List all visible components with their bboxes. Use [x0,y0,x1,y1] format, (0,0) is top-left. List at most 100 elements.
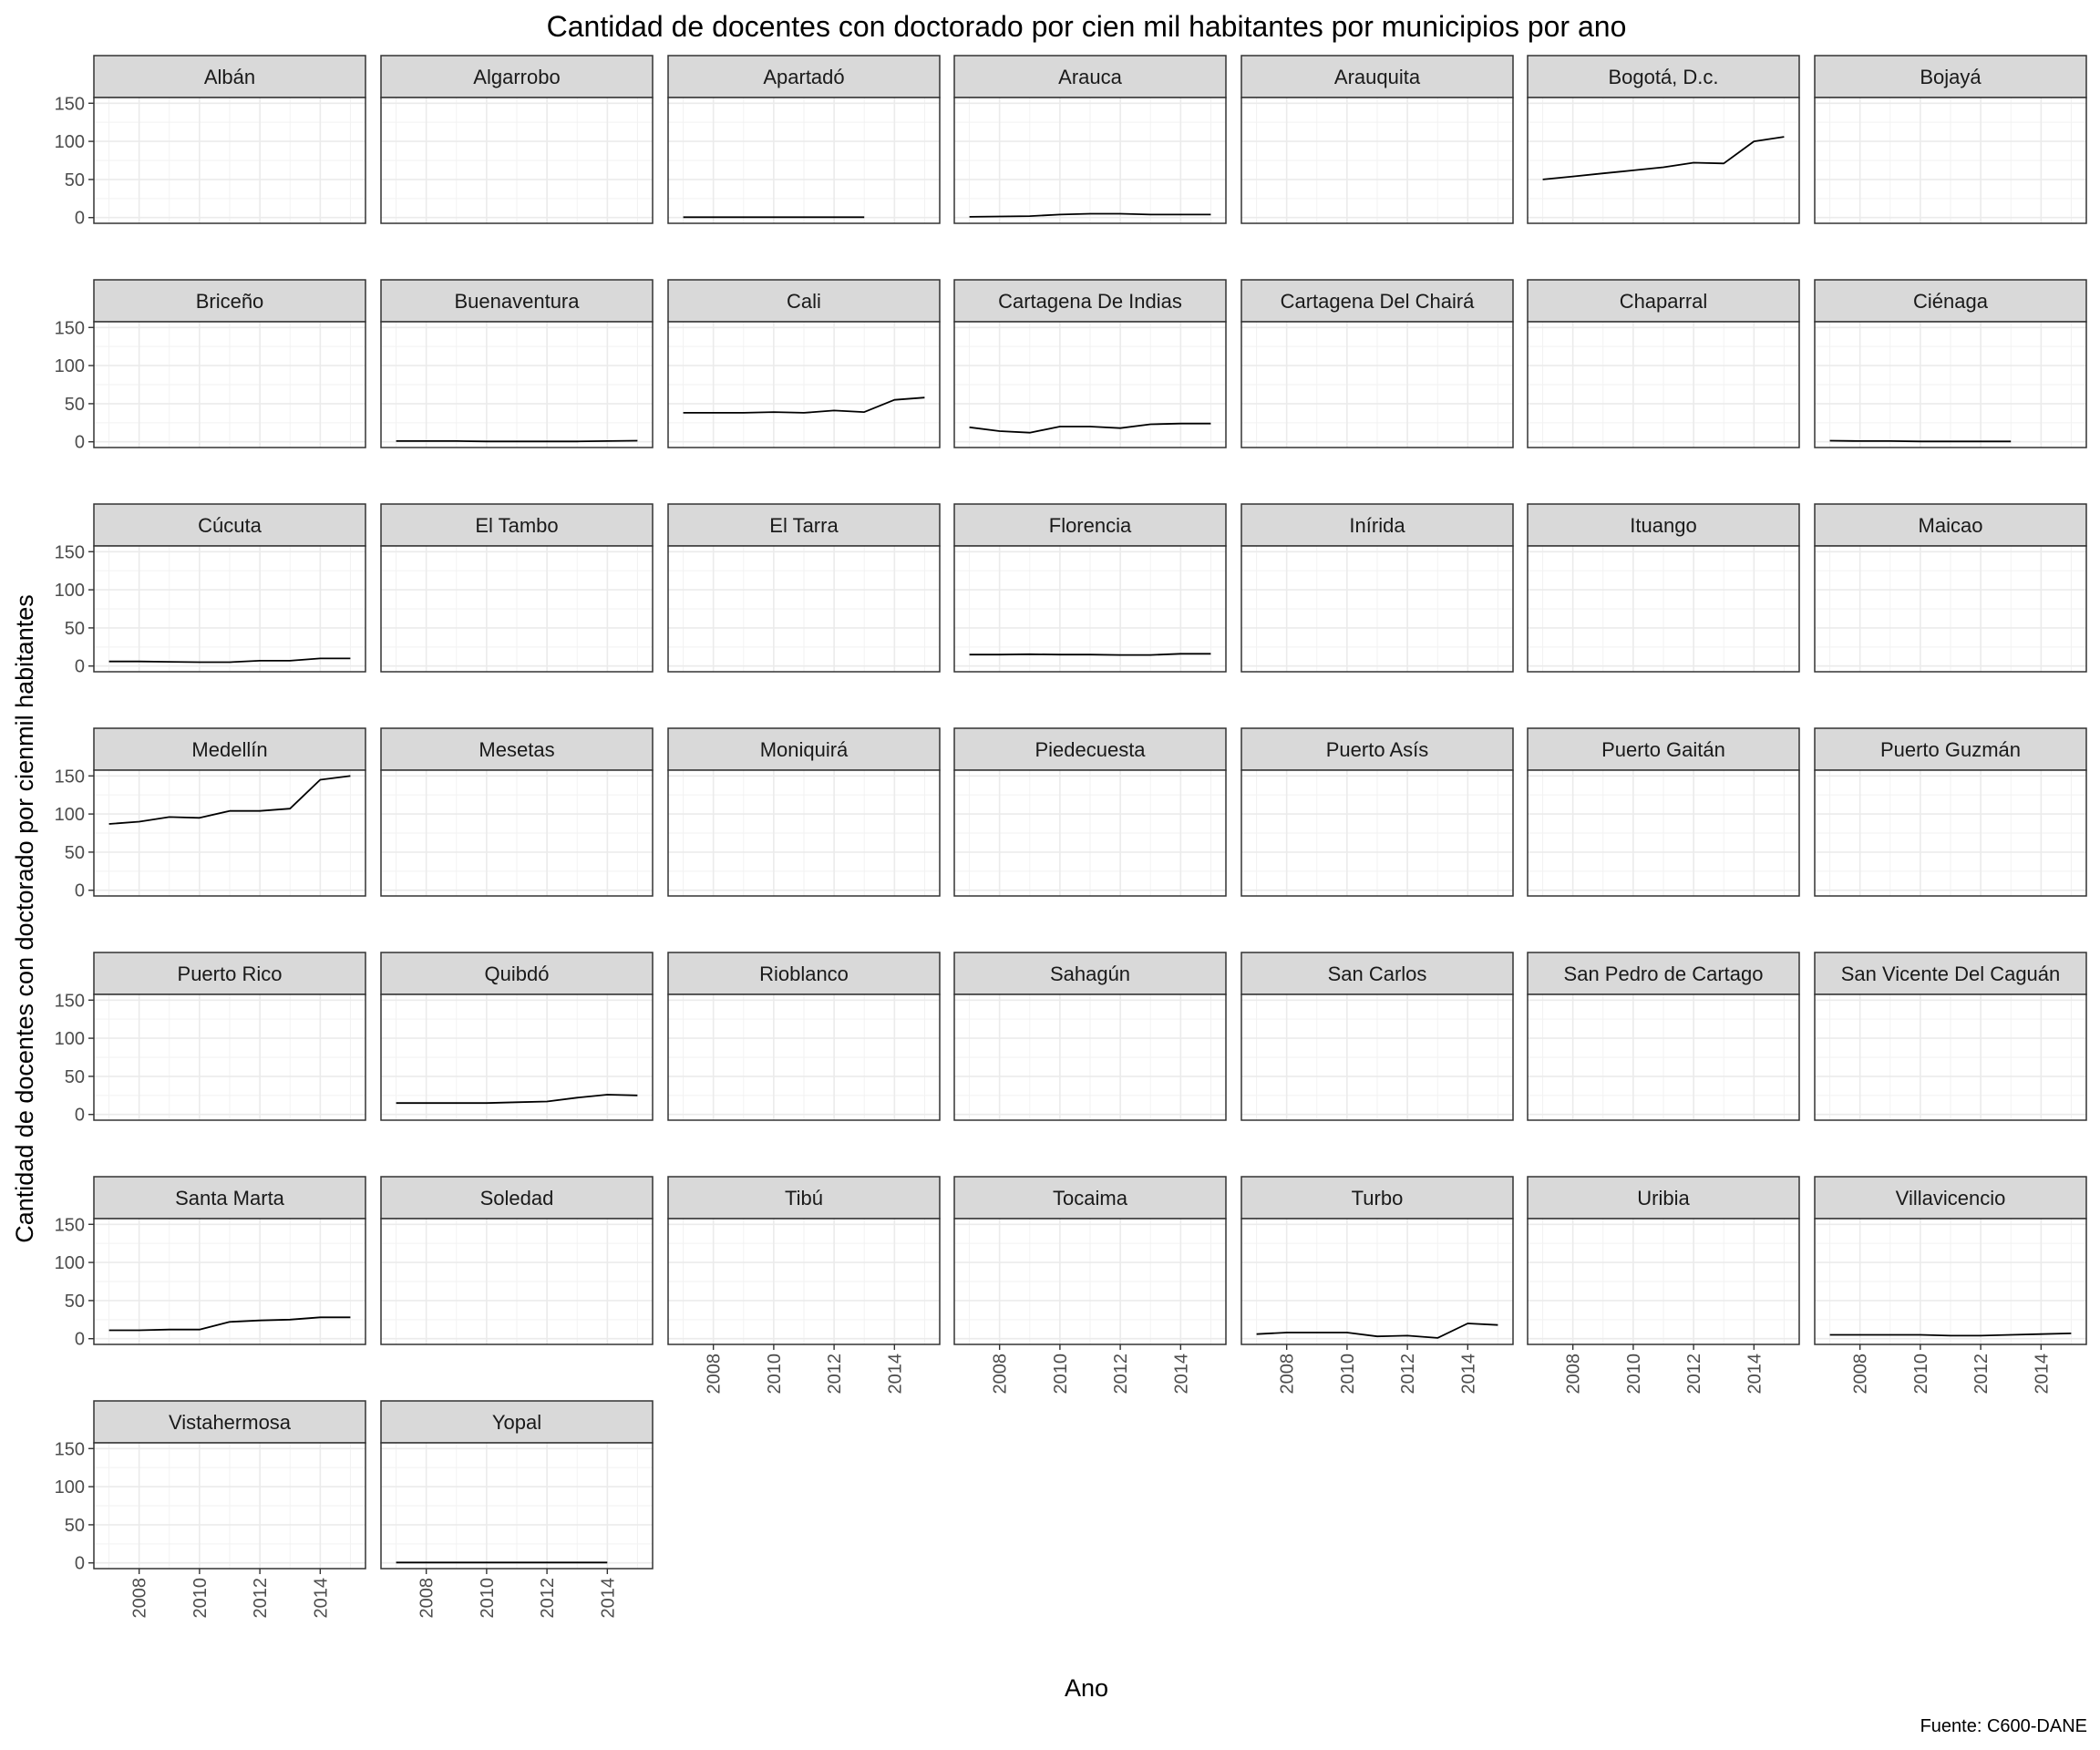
facet-strip [1240,1176,1514,1220]
x-tick-label: 2008 [130,1578,150,1619]
y-tick-label: 150 [55,991,85,1011]
x-tick-label: 2012 [538,1578,558,1619]
y-tick-label: 50 [65,1516,85,1536]
panel-border [93,97,366,224]
series-line [108,775,351,825]
facet-panel: Soledad [380,1176,654,1345]
panel-border [1240,769,1514,897]
x-tick-label: 2008 [705,1354,725,1395]
facet-strip-label: Cali [787,290,821,313]
series-line [969,212,1211,218]
facet-strip [1527,952,1800,995]
y-tick-label: 100 [55,1029,85,1049]
facet-strip [1814,55,2087,98]
facet-strip [93,727,366,771]
x-tick-label: 2008 [1851,1354,1871,1395]
facet-strip [380,279,654,323]
y-tick-label: 150 [55,1439,85,1459]
panel-border [93,1218,366,1345]
x-tick-label: 2008 [1564,1354,1584,1395]
facet-panel: Turbo 2008 2010 2012 2014 [1240,1176,1514,1395]
facet-panel: Florencia [953,503,1227,673]
panel-border [667,1218,941,1345]
facet-strip-label: Turbo [1352,1187,1404,1210]
facet-panel: Tibú 2008 2010 2012 2014 [667,1176,941,1395]
panel-border [1240,97,1514,224]
facet-strip-label: Briceño [196,290,264,313]
y-tick-label: 100 [55,805,85,825]
y-tick-label: 50 [65,170,85,190]
facet-panel: Piedecuesta [953,727,1227,897]
panel-border [1527,545,1800,673]
facet-strip-label: Chaparral [1620,290,1708,313]
facet-strip-label: Tibú [785,1187,823,1210]
y-tick-label: 100 [55,132,85,152]
facet-panel: Puerto Gaitán [1527,727,1800,897]
series-line [969,422,1211,434]
x-tick-label: 2012 [1111,1354,1131,1395]
panel-border [953,1218,1227,1345]
x-tick-label: 2010 [190,1578,211,1619]
facet-strip [1527,503,1800,547]
x-tick-label: 2010 [765,1354,785,1395]
facet-strip-label: Puerto Guzmán [1880,738,2021,761]
facet-strip-label: Cartagena Del Chairá [1281,290,1476,313]
facet-strip-label: Moniquirá [760,738,849,761]
x-axis-title: Ano [1065,1674,1108,1702]
facet-panel: Sahagún [953,952,1227,1121]
chart-title: Cantidad de docentes con doctorado por c… [547,10,1627,43]
y-tick-label: 100 [55,581,85,601]
panel-border [380,321,654,448]
panel-border [1527,769,1800,897]
facet-panel: Medellín 0 50 100 150 [55,727,366,901]
facet-strip-label: El Tarra [769,514,839,537]
facet-strip [1814,952,2087,995]
panel-border [93,545,366,673]
panel-border [93,993,366,1121]
facet-strip-label: El Tambo [475,514,558,537]
facet-strip [380,55,654,98]
facet-strip-label: Vistahermosa [169,1411,292,1434]
panel-border [1240,993,1514,1121]
panel-border [953,97,1227,224]
facet-strip-label: Uribia [1637,1187,1690,1210]
facet-strip-label: Algarrobo [473,66,560,88]
panel-border [1527,993,1800,1121]
facet-strip [1240,279,1514,323]
panel-border [1814,1218,2087,1345]
facet-strip [667,727,941,771]
facet-panel: Cali [667,279,941,448]
facet-panel: Tocaima 2008 2010 2012 2014 [953,1176,1227,1395]
facet-strip-label: Maicao [1919,514,1983,537]
panel-border [1814,993,2087,1121]
facet-strip-label: Cúcuta [198,514,262,537]
facet-panel: Algarrobo [380,55,654,224]
facet-panel: Inírida [1240,503,1514,673]
facet-panel: Santa Marta 0 50 100 150 [55,1176,366,1350]
panel-border [953,321,1227,448]
facet-strip [953,952,1227,995]
facet-panel: Mesetas [380,727,654,897]
facet-strip [1814,503,2087,547]
facet-strip-label: Villavicencio [1896,1187,2006,1210]
facet-panel: El Tambo [380,503,654,673]
panel-border [1240,545,1514,673]
facet-strip [93,952,366,995]
facet-panel: Cúcuta 0 50 100 150 [55,503,366,677]
x-tick-label: 2014 [1171,1354,1191,1395]
panel-border [93,769,366,897]
panel-border [667,545,941,673]
facet-panels: Albán 0 50 100 150 Algarrobo Apartadó Arauca Ara… [55,55,2087,1619]
facet-strip-label: Albán [204,66,255,88]
facet-strip-label: San Vicente Del Caguán [1841,962,2061,985]
x-tick-label: 2012 [251,1578,271,1619]
facet-panel: Villavicencio 2008 2010 2012 2014 [1814,1176,2087,1395]
facet-strip-label: Medellín [191,738,267,761]
x-tick-label: 2010 [1911,1354,1931,1395]
facet-strip [667,279,941,323]
facet-strip [1240,727,1514,771]
caption: Fuente: C600-DANE [1920,1716,2087,1736]
x-tick-label: 2014 [1745,1354,1765,1395]
panel-border [953,993,1227,1121]
series-line [683,396,925,414]
